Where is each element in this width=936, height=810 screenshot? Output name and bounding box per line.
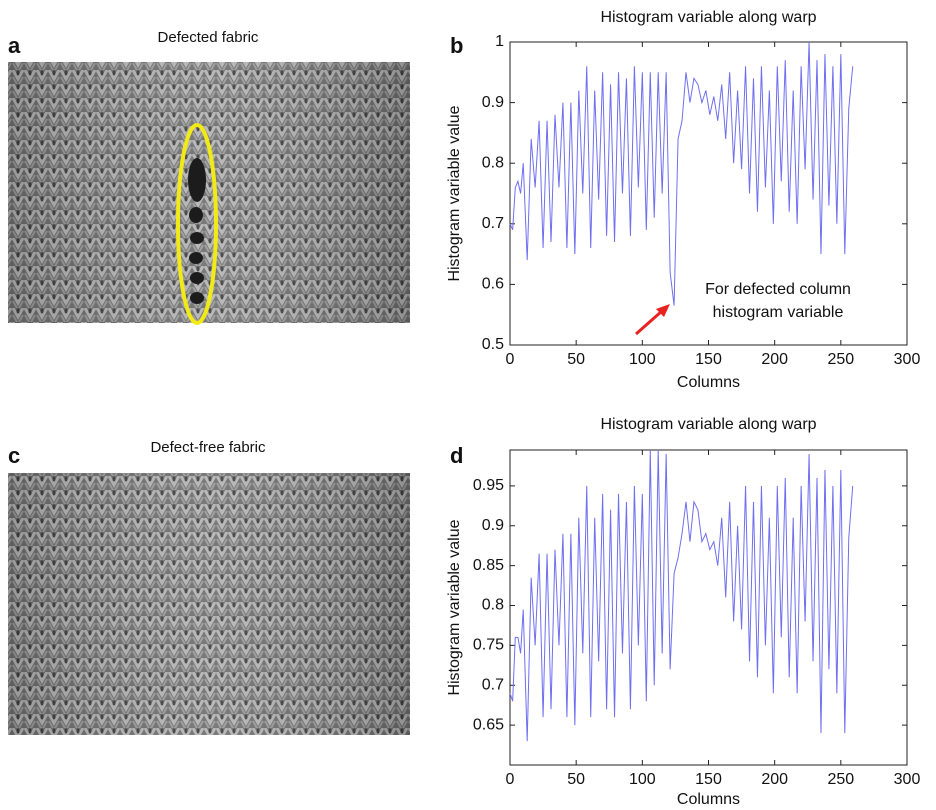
x-tick-label: 50	[567, 351, 585, 368]
y-tick-label: 0.6	[482, 276, 504, 293]
y-tick-label: 0.7	[482, 215, 504, 232]
annotation: histogram variable	[713, 304, 844, 321]
photo-shade	[8, 473, 410, 735]
y-tick-label: 0.65	[473, 716, 504, 733]
x-tick-label: 300	[894, 771, 921, 788]
y-tick-label: 1	[495, 33, 504, 50]
x-tick-label: 0	[506, 771, 515, 788]
panel-label: c	[8, 443, 20, 468]
x-tick-label: 250	[827, 351, 854, 368]
chart: d Histogram variable along warp Columns His…	[446, 416, 920, 808]
y-axis-label: Histogram variable value	[446, 105, 463, 281]
x-tick-label: 100	[629, 771, 656, 788]
panel-label: b	[450, 33, 463, 58]
defect-marker	[176, 123, 218, 325]
defect	[188, 158, 206, 304]
image-c: c Defect-free fabric	[8, 439, 410, 735]
y-tick-label: 0.8	[482, 154, 504, 171]
arrow-head	[656, 304, 670, 317]
image-a: a Defected fabric	[8, 29, 410, 325]
x-tick-label: 150	[695, 771, 722, 788]
plot-frame	[509, 41, 908, 346]
y-tick-label: 0.7	[482, 676, 504, 693]
x-tick-label: 250	[827, 771, 854, 788]
y-axis-label: Histogram variable value	[446, 519, 463, 695]
x-tick-label: 50	[567, 771, 585, 788]
y-tick-label: 0.5	[482, 336, 504, 353]
x-tick-label: 200	[761, 351, 788, 368]
y-tick-label: 0.95	[473, 477, 504, 494]
x-axis-label: Columns	[677, 791, 740, 808]
chart-title: Histogram variable along warp	[600, 9, 816, 26]
x-axis-label: Columns	[677, 374, 740, 391]
chart: b Histogram variable along warp Columns His…	[446, 9, 920, 391]
image-title: Defected fabric	[158, 29, 259, 46]
x-tick-label: 300	[894, 351, 921, 368]
chart-title: Histogram variable along warp	[600, 416, 816, 433]
data-line	[509, 41, 854, 306]
x-tick-label: 150	[695, 351, 722, 368]
x-tick-label: 100	[629, 351, 656, 368]
y-tick-label: 0.8	[482, 597, 504, 614]
y-tick-label: 0.85	[473, 557, 504, 574]
panel-label: a	[8, 33, 21, 58]
annotation-arrow	[635, 309, 663, 336]
x-tick-label: 200	[761, 771, 788, 788]
y-tick-label: 0.9	[482, 94, 504, 111]
x-tick-label: 0	[506, 351, 515, 368]
y-tick-label: 0.9	[482, 517, 504, 534]
y-tick-label: 0.75	[473, 637, 504, 654]
panel-label: d	[450, 443, 463, 468]
data-line	[509, 449, 854, 742]
annotation: For defected column	[705, 281, 851, 298]
photo-shade	[8, 62, 410, 323]
image-title: Defect-free fabric	[150, 439, 266, 456]
